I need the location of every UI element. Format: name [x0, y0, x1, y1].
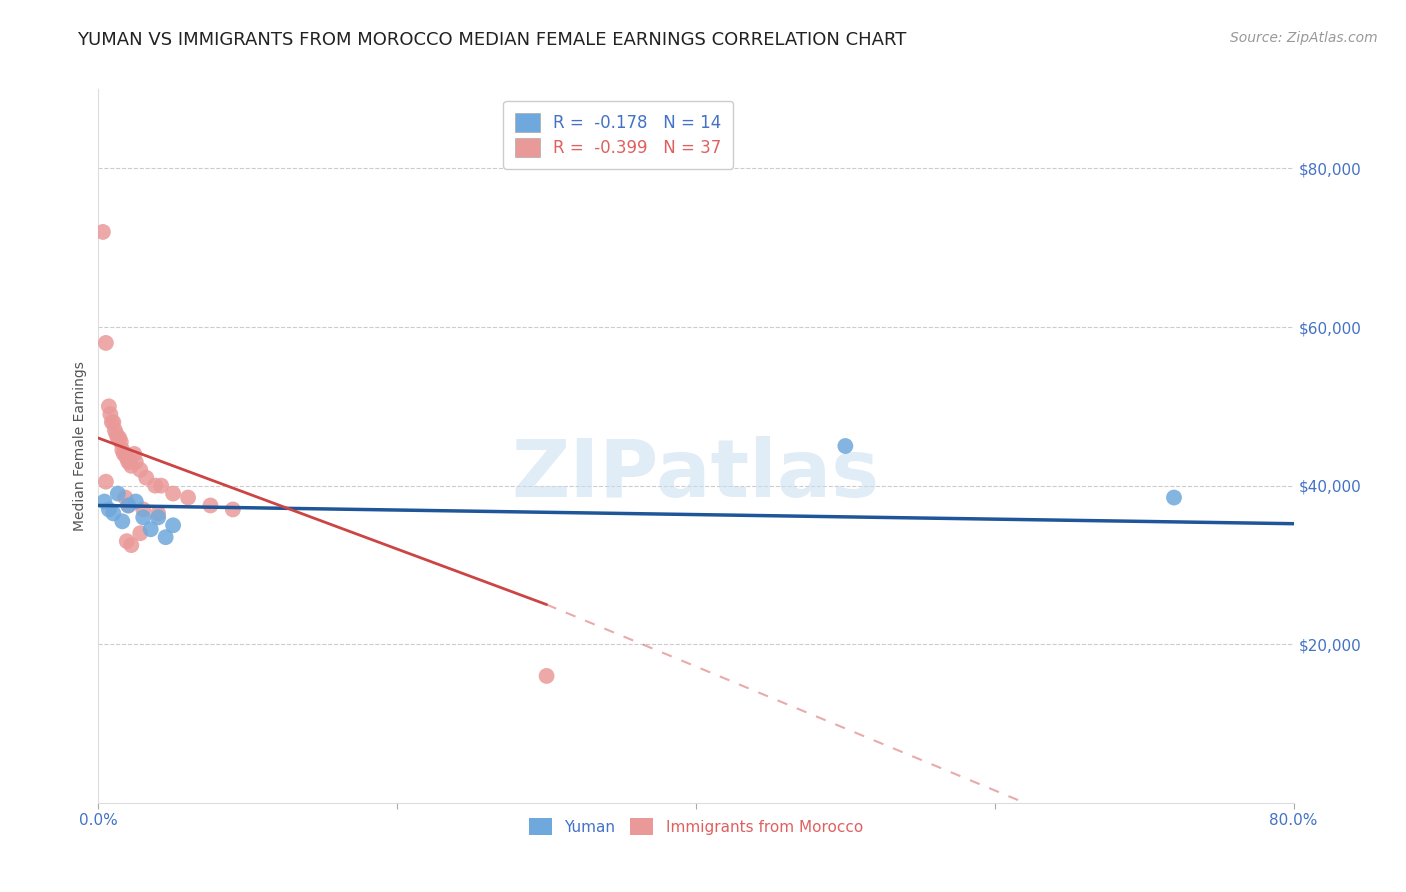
Point	[162, 486, 184, 500]
Point	[120, 458, 142, 473]
Point	[124, 447, 146, 461]
Point	[94, 335, 117, 350]
Text: YUMAN VS IMMIGRANTS FROM MOROCCO MEDIAN FEMALE EARNINGS CORRELATION CHART: YUMAN VS IMMIGRANTS FROM MOROCCO MEDIAN …	[77, 31, 907, 49]
Point	[107, 431, 129, 445]
Point	[103, 415, 125, 429]
Point	[125, 494, 148, 508]
Point	[107, 486, 129, 500]
Point	[1163, 491, 1185, 505]
Point	[94, 475, 117, 489]
Point	[110, 435, 132, 450]
Point	[91, 225, 114, 239]
Point	[93, 494, 115, 508]
Point	[125, 455, 148, 469]
Point	[115, 534, 138, 549]
Point	[536, 669, 558, 683]
Y-axis label: Median Female Earnings: Median Female Earnings	[73, 361, 87, 531]
Point	[108, 431, 131, 445]
Legend: Yuman, Immigrants from Morocco: Yuman, Immigrants from Morocco	[523, 812, 869, 841]
Point	[135, 471, 157, 485]
Point	[148, 510, 170, 524]
Point	[148, 507, 170, 521]
Point	[132, 510, 155, 524]
Point	[114, 447, 136, 461]
Point	[118, 455, 141, 469]
Point	[105, 427, 128, 442]
Point	[111, 514, 134, 528]
Point	[129, 526, 152, 541]
Point	[103, 507, 125, 521]
Point	[117, 499, 139, 513]
Point	[98, 407, 122, 421]
Point	[177, 491, 200, 505]
Point	[104, 423, 127, 437]
Text: Source: ZipAtlas.com: Source: ZipAtlas.com	[1230, 31, 1378, 45]
Text: ZIPatlas: ZIPatlas	[512, 435, 880, 514]
Point	[129, 463, 152, 477]
Point	[155, 530, 177, 544]
Point	[114, 491, 136, 505]
Point	[200, 499, 222, 513]
Point	[143, 478, 166, 492]
Point	[139, 522, 162, 536]
Point	[97, 400, 120, 414]
Point	[132, 502, 155, 516]
Point	[834, 439, 856, 453]
Point	[101, 415, 124, 429]
Point	[117, 499, 139, 513]
Point	[162, 518, 184, 533]
Point	[120, 538, 142, 552]
Point	[112, 447, 135, 461]
Point	[222, 502, 245, 516]
Point	[111, 442, 134, 457]
Point	[117, 455, 139, 469]
Point	[97, 502, 120, 516]
Point	[150, 478, 173, 492]
Point	[115, 450, 138, 465]
